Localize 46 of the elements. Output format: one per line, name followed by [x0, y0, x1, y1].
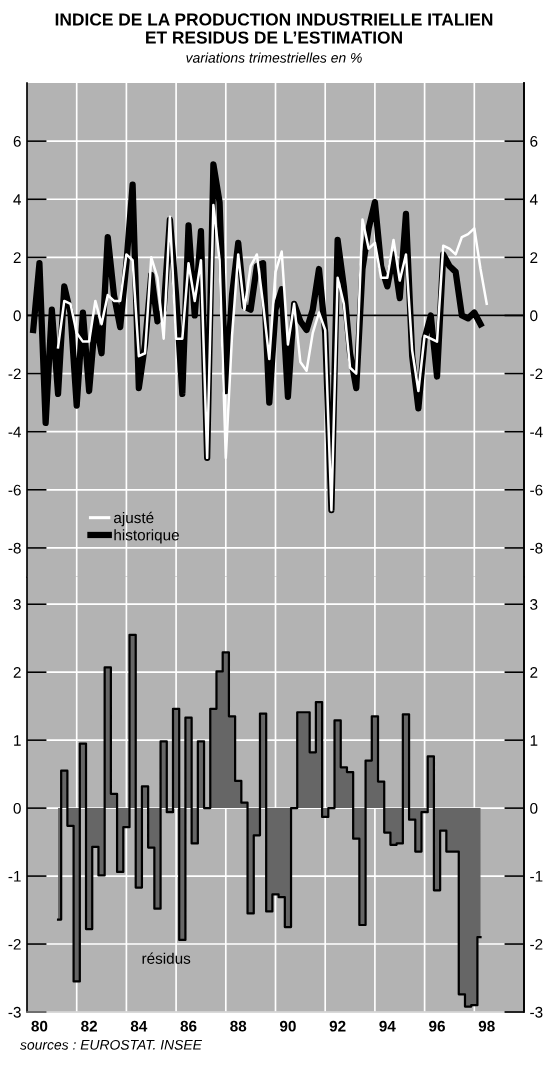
x-tick-label: 92	[329, 1020, 346, 1032]
y2-tick-label: -2	[530, 938, 543, 950]
y-tick-label: 2	[13, 667, 21, 678]
y-tick-label: 1	[14, 735, 21, 746]
series-label: résidus	[142, 952, 191, 964]
x-tick-label: 82	[81, 1020, 98, 1032]
y2-tick-label: -4	[530, 426, 543, 438]
legend-label: ajusté	[114, 511, 154, 527]
x-tick-label: 96	[429, 1020, 445, 1032]
chart-subtitle: variations trimestrielles en %	[186, 52, 362, 63]
x-tick-label: 90	[279, 1020, 296, 1032]
y-tick-label: 2	[13, 252, 21, 263]
x-tick-label: 80	[31, 1020, 48, 1032]
y2-tick-label: 6	[530, 135, 538, 147]
y2-tick-label: 2	[530, 252, 538, 263]
y2-tick-label: 0	[530, 802, 538, 814]
y2-tick-label: -3	[530, 1006, 543, 1018]
x-tick-label: 84	[130, 1020, 148, 1032]
y-tick-label: 0	[13, 802, 21, 814]
y-tick-label: 4	[13, 194, 21, 205]
y-tick-label: 3	[13, 599, 21, 610]
y-tick-label: 0	[13, 310, 21, 322]
y2-tick-label: 3	[530, 599, 538, 610]
y-tick-label: -3	[8, 1006, 21, 1018]
x-tick-label: 94	[379, 1020, 396, 1032]
y-tick-label: -6	[8, 484, 21, 496]
y2-tick-label: 2	[530, 667, 538, 678]
y2-tick-label: -8	[530, 542, 543, 554]
y-tick-label: -4	[8, 426, 21, 438]
y2-tick-label: -2	[530, 368, 543, 380]
y2-tick-label: -1	[530, 871, 543, 882]
x-tick-label: 98	[478, 1020, 495, 1032]
y2-tick-label: -6	[530, 484, 543, 496]
y-tick-label: -2	[8, 938, 21, 950]
source-note: sources : EUROSTAT. INSEE	[20, 1039, 203, 1050]
y-tick-label: -8	[8, 542, 21, 554]
x-tick-label: 86	[180, 1020, 197, 1032]
y2-tick-label: 0	[530, 310, 538, 322]
y2-tick-label: 1	[530, 735, 538, 746]
y2-tick-label: 4	[529, 194, 538, 205]
chart-title: INDICE DE LA PRODUCTION INDUSTRIELLE ITALIEN ET RESIDUS DE L’ESTIMATION	[55, 13, 493, 44]
legend-label: historique	[114, 529, 179, 544]
y-tick-label: -2	[8, 368, 21, 380]
y-tick-label: 6	[13, 135, 21, 147]
y-tick-label: -1	[8, 871, 21, 882]
x-tick-label: 88	[230, 1020, 247, 1032]
